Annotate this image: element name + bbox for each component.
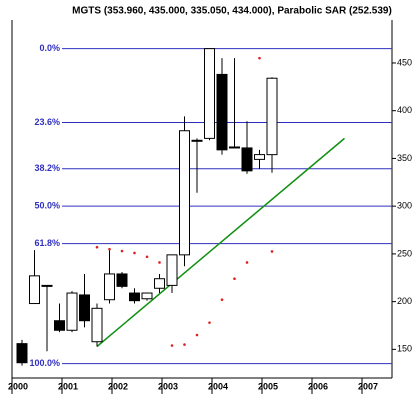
candle-body: [129, 292, 140, 302]
candle-body: [79, 294, 90, 322]
sar-dot: [245, 261, 249, 264]
y-tick-label: 450: [397, 57, 412, 67]
sar-dot: [183, 343, 186, 346]
y-tick-label: 200: [397, 296, 412, 306]
sar-dot: [220, 298, 224, 302]
candle-body: [179, 130, 190, 256]
candle-body: [66, 292, 78, 331]
y-tick-label: 250: [397, 248, 412, 258]
candle-body: [29, 275, 40, 305]
x-tick-label: 2003: [158, 381, 178, 391]
candle-body: [154, 278, 165, 289]
candle-body: [204, 48, 215, 139]
x-tick-label: 2007: [358, 381, 378, 391]
sar-dot: [170, 344, 174, 347]
sar-dot: [258, 56, 261, 60]
candle-body: [54, 320, 65, 331]
fib-label: 38.2%: [34, 163, 60, 173]
candle-body: [91, 307, 103, 343]
candle-body: [241, 147, 253, 172]
fib-label: 50.0%: [34, 201, 60, 211]
sar-dot: [195, 333, 199, 337]
y-tick-label: 350: [397, 153, 412, 163]
fib-label: 23.6%: [34, 117, 60, 127]
x-tick-label: 2006: [308, 381, 328, 391]
y-tick-label: 400: [397, 105, 412, 115]
candle-body: [41, 284, 53, 287]
sar-dot: [158, 261, 161, 264]
candle-body: [229, 146, 240, 149]
candle-body: [104, 273, 115, 301]
candle-body: [266, 77, 278, 156]
trendline: [96, 137, 345, 348]
x-tick-label: 2005: [258, 381, 278, 391]
candle-body: [254, 154, 265, 160]
fib-label: 100.0%: [29, 358, 60, 368]
candle-body: [141, 292, 153, 300]
x-tick-label: 2000: [8, 381, 28, 391]
sar-dot: [120, 249, 124, 253]
chart-title: MGTS (353.960, 435.000, 335.050, 434.000…: [72, 6, 392, 17]
candle-body: [166, 254, 178, 286]
candle-body: [16, 343, 28, 364]
sar-dot: [145, 255, 149, 259]
y-tick-label: 300: [397, 201, 412, 211]
sar-dot: [270, 250, 274, 253]
x-tick-label: 2004: [208, 381, 228, 391]
sar-dot: [208, 321, 211, 324]
fib-label: 0.0%: [39, 43, 60, 53]
x-tick-label: 2002: [108, 381, 128, 391]
candle-body: [116, 273, 128, 287]
candle-body: [191, 139, 203, 142]
sar-dot: [95, 245, 99, 249]
sar-dot: [233, 277, 236, 281]
sar-dot: [133, 251, 136, 255]
sar-dot: [108, 247, 111, 251]
fib-label: 61.8%: [34, 238, 60, 248]
y-tick-label: 150: [397, 344, 412, 354]
x-tick-label: 2001: [58, 381, 78, 391]
candle-body: [216, 73, 228, 151]
